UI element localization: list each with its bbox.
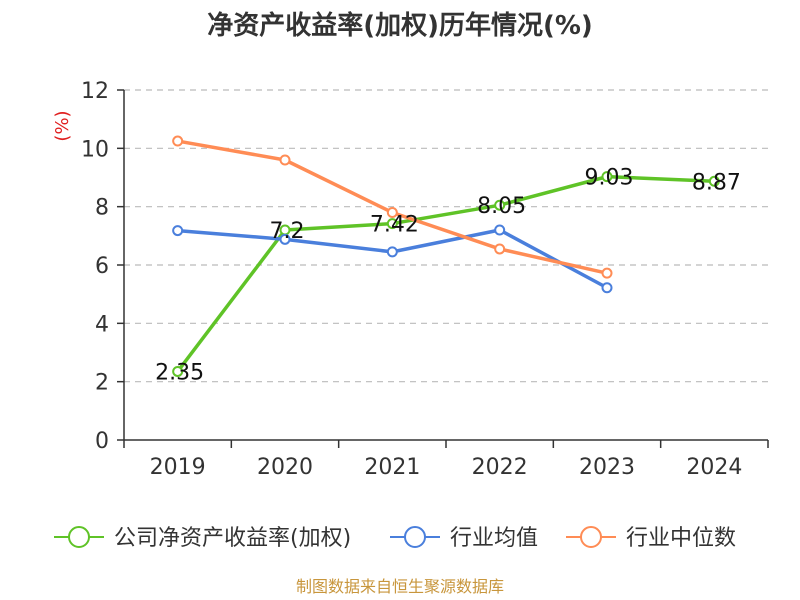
y-tick-label: 4 [95, 312, 109, 337]
legend: 公司净资产收益率(加权) 行业均值 行业中位数 [54, 526, 736, 551]
axes: 0 2 4 6 8 10 12 2019 2020 2021 2022 2023 2024 [81, 79, 769, 480]
y-tick-label: 10 [81, 137, 109, 162]
y-tick-label: 0 [95, 429, 109, 454]
data-label: 7.42 [370, 213, 419, 238]
x-tick-label: 2019 [150, 455, 206, 480]
data-point [494, 224, 506, 236]
data-point [601, 267, 613, 279]
x-tick-label: 2022 [472, 455, 528, 480]
data-label: 9.03 [585, 166, 634, 191]
y-tick-label: 8 [95, 196, 109, 221]
data-point [172, 365, 184, 377]
legend-marker [404, 526, 426, 548]
series [172, 135, 720, 377]
data-point [172, 135, 184, 147]
x-tick-label: 2020 [257, 455, 313, 480]
data-point [494, 199, 506, 211]
y-tick-label: 12 [81, 79, 109, 104]
data-point [386, 207, 398, 218]
legend-label: 公司净资产收益率(加权) [114, 526, 351, 551]
data-label: 2.35 [155, 360, 204, 385]
data-label: 8.87 [692, 170, 741, 195]
chart-title: 净资产收益率(加权)历年情况(%) [207, 10, 593, 41]
data-point [386, 246, 398, 258]
data-label: 8.05 [477, 194, 526, 219]
legend-label: 行业均值 [450, 526, 538, 551]
data-point [601, 171, 613, 183]
y-axis-unit: (%) [52, 110, 73, 141]
x-tick-label: 2023 [579, 455, 635, 480]
source-note: 制图数据来自恒生聚源数据库 [296, 577, 504, 596]
series-line [176, 174, 715, 373]
y-tick-label: 6 [95, 254, 109, 279]
data-labels: 2.35 7.2 7.42 8.05 9.03 8.87 [155, 166, 741, 386]
data-point [172, 225, 184, 237]
data-point [601, 282, 613, 294]
data-point [386, 218, 398, 230]
data-point [494, 243, 506, 255]
x-tick-label: 2021 [364, 455, 420, 480]
data-point [279, 233, 291, 245]
legend-label: 行业中位数 [626, 526, 736, 551]
x-tick-label: 2024 [686, 455, 742, 480]
data-point [279, 154, 291, 166]
data-point [708, 175, 720, 187]
legend-marker [68, 526, 90, 548]
grid [124, 89, 768, 383]
y-tick-label: 2 [95, 371, 109, 396]
legend-marker [580, 526, 602, 548]
data-label: 7.2 [270, 219, 305, 244]
